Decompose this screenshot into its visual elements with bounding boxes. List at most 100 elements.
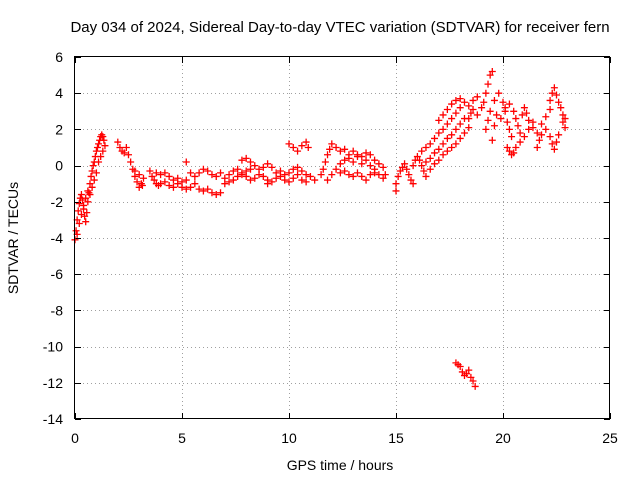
data-point bbox=[328, 171, 336, 179]
data-point bbox=[426, 154, 434, 162]
data-point bbox=[435, 156, 443, 164]
data-point bbox=[234, 165, 242, 173]
data-point bbox=[152, 169, 160, 177]
data-point bbox=[456, 104, 464, 112]
data-point bbox=[195, 185, 203, 193]
data-point bbox=[229, 176, 237, 184]
data-point bbox=[501, 104, 509, 112]
y-tick-label: 6 bbox=[55, 49, 63, 65]
data-point bbox=[204, 185, 212, 193]
data-point bbox=[131, 167, 139, 175]
data-point bbox=[321, 158, 329, 166]
data-point bbox=[86, 191, 94, 199]
data-point bbox=[199, 187, 207, 195]
data-point bbox=[345, 171, 353, 179]
data-point bbox=[242, 167, 250, 175]
data-point bbox=[281, 171, 289, 179]
data-point bbox=[465, 124, 473, 132]
data-point bbox=[349, 147, 357, 155]
data-point bbox=[478, 104, 486, 112]
data-point bbox=[518, 111, 526, 119]
data-point bbox=[341, 167, 349, 175]
data-point bbox=[482, 125, 490, 133]
data-point bbox=[469, 377, 477, 385]
data-point bbox=[95, 158, 103, 166]
data-point bbox=[77, 210, 85, 218]
data-point bbox=[516, 138, 524, 146]
data-point bbox=[264, 180, 272, 188]
data-point bbox=[482, 89, 490, 97]
data-point bbox=[148, 172, 156, 180]
y-tick-label: -4 bbox=[51, 230, 64, 246]
data-point bbox=[306, 172, 314, 180]
data-point bbox=[99, 133, 107, 141]
data-point bbox=[403, 165, 411, 173]
data-point bbox=[204, 167, 212, 175]
data-point bbox=[392, 187, 400, 195]
data-point bbox=[533, 144, 541, 151]
data-point bbox=[465, 115, 473, 123]
data-point bbox=[471, 382, 479, 390]
data-point bbox=[169, 176, 177, 184]
data-point bbox=[480, 98, 488, 106]
data-point bbox=[319, 165, 327, 173]
data-point bbox=[505, 147, 513, 155]
data-point bbox=[435, 116, 443, 124]
data-point bbox=[418, 162, 426, 170]
data-point bbox=[122, 144, 130, 151]
data-point bbox=[550, 145, 558, 153]
data-point bbox=[484, 80, 492, 88]
data-point bbox=[426, 165, 434, 173]
data-point bbox=[161, 178, 169, 186]
data-point bbox=[409, 180, 417, 188]
data-point bbox=[469, 96, 477, 104]
data-point bbox=[512, 144, 520, 151]
data-point bbox=[508, 133, 516, 141]
data-point bbox=[559, 118, 567, 126]
data-point bbox=[157, 171, 165, 179]
data-point bbox=[448, 115, 456, 123]
data-point bbox=[99, 147, 107, 155]
data-point bbox=[92, 147, 100, 155]
data-point bbox=[150, 176, 158, 184]
data-point bbox=[416, 156, 424, 164]
data-point bbox=[246, 158, 254, 166]
data-point bbox=[88, 167, 96, 175]
data-point bbox=[553, 138, 560, 146]
data-point bbox=[542, 125, 550, 133]
data-point bbox=[199, 165, 207, 173]
data-point bbox=[452, 140, 460, 148]
data-point bbox=[510, 107, 518, 115]
y-tick-labels: -14 -12 -10 -8 -6 -4 -2 0 2 4 6 bbox=[43, 49, 63, 427]
data-point bbox=[157, 180, 165, 188]
y-tick-label: -12 bbox=[43, 375, 63, 391]
axis-ticks bbox=[75, 57, 611, 420]
x-axis-label: GPS time / hours bbox=[287, 457, 394, 473]
data-point bbox=[418, 147, 426, 155]
data-point bbox=[165, 172, 173, 180]
data-point bbox=[120, 149, 128, 157]
data-point bbox=[86, 180, 94, 188]
data-point bbox=[182, 176, 190, 184]
data-point bbox=[555, 98, 563, 106]
data-point bbox=[505, 100, 513, 108]
data-point bbox=[362, 176, 370, 184]
data-point bbox=[87, 172, 95, 180]
data-point bbox=[259, 172, 267, 180]
data-point bbox=[259, 163, 267, 171]
data-point bbox=[456, 363, 464, 371]
data-point bbox=[75, 220, 83, 228]
data-point bbox=[371, 156, 379, 164]
data-point bbox=[362, 156, 370, 164]
data-point bbox=[84, 198, 92, 206]
data-point bbox=[499, 98, 507, 106]
data-point bbox=[324, 151, 332, 159]
data-point bbox=[488, 67, 496, 75]
data-point bbox=[559, 111, 567, 119]
data-point bbox=[302, 178, 310, 186]
data-point bbox=[561, 115, 569, 123]
data-point bbox=[89, 162, 97, 170]
data-point bbox=[93, 144, 101, 151]
data-point bbox=[238, 171, 246, 179]
data-point bbox=[510, 149, 518, 157]
